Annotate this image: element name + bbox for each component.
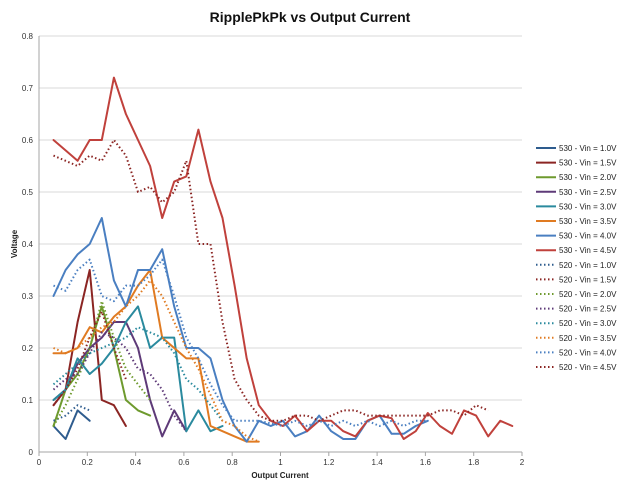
series-layer [52, 76, 514, 443]
series-line-9 [53, 404, 91, 422]
y-tick-label: 0.3 [22, 292, 34, 301]
series-line-6 [52, 269, 260, 443]
series-line-16 [53, 139, 489, 422]
x-tick-label: 1.6 [420, 458, 432, 467]
y-tick-label: 0.6 [22, 136, 34, 145]
x-tick-label: 0.6 [178, 458, 190, 467]
legend-label: 530 - Vin = 4.5V [559, 246, 617, 255]
legend-label: 520 - Vin = 2.0V [559, 290, 617, 299]
series-line-1 [52, 409, 91, 440]
legend-label: 530 - Vin = 3.0V [559, 202, 617, 211]
legend-label: 520 - Vin = 3.5V [559, 334, 617, 343]
legend-label: 520 - Vin = 4.0V [559, 348, 617, 357]
legend-label: 530 - Vin = 2.5V [559, 188, 617, 197]
y-axis-label: Voltage [10, 229, 19, 258]
y-tick-label: 0.5 [22, 188, 34, 197]
chart-title: RipplePkPk vs Output Current [210, 9, 411, 25]
legend-label: 520 - Vin = 2.5V [559, 305, 617, 314]
legend-label: 520 - Vin = 1.0V [559, 261, 617, 270]
legend-label: 530 - Vin = 2.0V [559, 173, 617, 182]
series-line-15 [53, 258, 428, 427]
axis-layer: 0 0.1 0.2 0.3 0.4 0.5 0.6 0.7 0.8 0 0.2 0.4 0.6 0.8 1 1… [22, 32, 525, 467]
y-tick-label: 0.7 [22, 84, 34, 93]
legend-label: 530 - Vin = 1.5V [559, 159, 617, 168]
series-line-10 [52, 310, 127, 406]
x-tick-label: 0.4 [130, 458, 142, 467]
y-tick-label: 0.2 [22, 344, 34, 353]
legend-label: 520 - Vin = 3.0V [559, 319, 617, 328]
series-line-4 [52, 321, 188, 438]
legend-label: 520 - Vin = 4.5V [559, 363, 617, 372]
x-axis-label: Output Current [251, 471, 309, 480]
y-tick-label: 0 [29, 448, 34, 457]
x-tick-label: 1 [278, 458, 283, 467]
series-line-3 [52, 305, 152, 427]
series-line-13 [52, 326, 224, 422]
y-tick-label: 0.1 [22, 396, 34, 405]
x-tick-label: 0.8 [227, 458, 239, 467]
legend: 530 - Vin = 1.0V 530 - Vin = 1.5V 530 - Vi… [536, 144, 617, 372]
y-tick-label: 0.4 [22, 240, 34, 249]
x-tick-label: 2 [520, 458, 525, 467]
legend-label: 520 - Vin = 1.5V [559, 275, 617, 284]
x-tick-label: 1.4 [372, 458, 384, 467]
grid-layer [39, 35, 522, 401]
series-line-14 [53, 279, 260, 443]
y-tick-label: 0.8 [22, 32, 34, 41]
x-tick-label: 0 [37, 458, 42, 467]
series-line-8 [52, 76, 514, 440]
x-tick-label: 1.8 [468, 458, 480, 467]
legend-label: 530 - Vin = 4.0V [559, 232, 617, 241]
x-tick-label: 0.2 [82, 458, 94, 467]
x-tick-label: 1.2 [323, 458, 335, 467]
legend-label: 530 - Vin = 1.0V [559, 144, 617, 153]
legend-label: 530 - Vin = 3.5V [559, 217, 617, 226]
series-line-5 [52, 305, 224, 433]
